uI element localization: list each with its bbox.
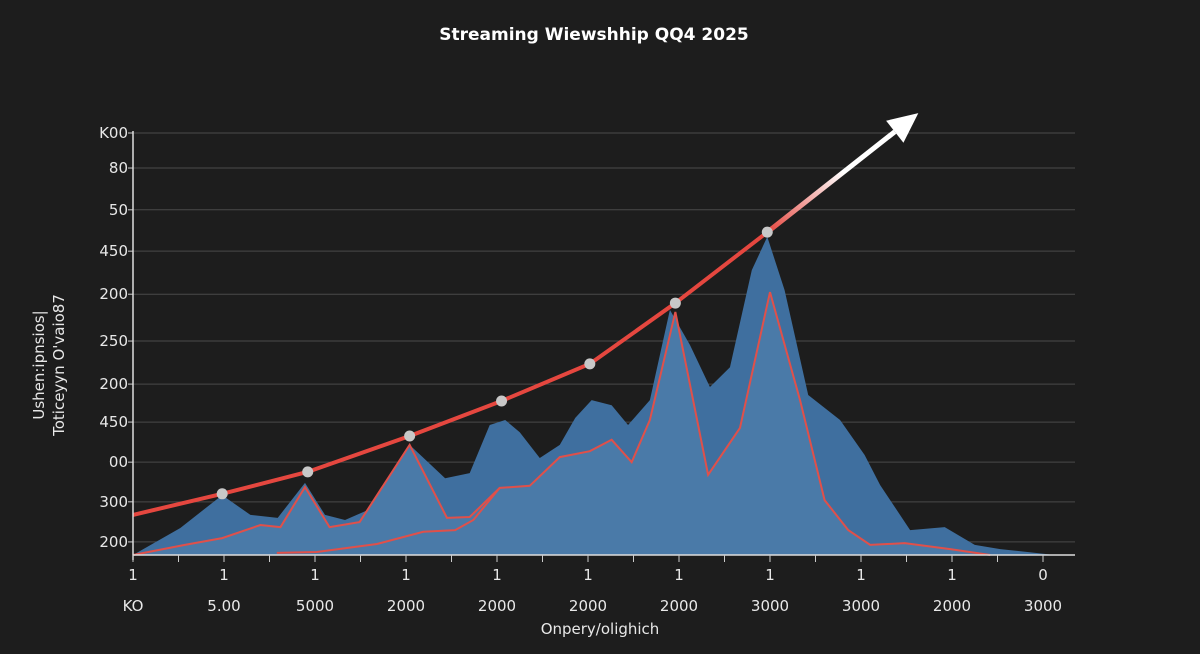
- area-series-inner: [133, 292, 991, 555]
- trend-marker: [216, 488, 228, 500]
- x-tick-label: KO: [123, 597, 144, 615]
- trend-marker: [302, 466, 314, 478]
- x-minor-tick-label: 1: [219, 566, 229, 584]
- x-minor-tick-label: 1: [765, 566, 775, 584]
- x-minor-tick-label: 1: [674, 566, 684, 584]
- x-tick-label: 2000: [387, 597, 425, 615]
- x-minor-tick-label: 1: [128, 566, 138, 584]
- trend-line: [132, 230, 769, 517]
- x-minor-tick-label: 1: [583, 566, 593, 584]
- y-tick-label: 00: [109, 453, 128, 471]
- y-tick-label: 80: [109, 159, 128, 177]
- x-minor-tick-label: 1: [310, 566, 320, 584]
- x-tick-label: 3000: [1024, 597, 1062, 615]
- y-tick-label: 200: [99, 533, 128, 551]
- area-series-line: [132, 291, 991, 556]
- x-tick-label: 5000: [296, 597, 334, 615]
- x-tick-label: 2000: [933, 597, 971, 615]
- y-tick-label: 450: [99, 242, 128, 260]
- trend-marker: [496, 395, 508, 407]
- line-series: [276, 487, 501, 554]
- axes: K008050450200250200450003002001KO15.0015…: [99, 124, 1075, 615]
- x-tick-label: 3000: [842, 597, 880, 615]
- y-tick-label: 250: [99, 332, 128, 350]
- x-tick-label: 3000: [751, 597, 789, 615]
- x-axis-label: Onpery/olighich: [541, 620, 660, 638]
- x-tick-label: 2000: [478, 597, 516, 615]
- y-tick-label: 200: [99, 285, 128, 303]
- x-minor-tick-label: 1: [947, 566, 957, 584]
- y-tick-label: 300: [99, 493, 128, 511]
- x-minor-tick-label: 0: [1038, 566, 1048, 584]
- x-minor-tick-label: 1: [856, 566, 866, 584]
- y-tick-label: 450: [99, 413, 128, 431]
- x-tick-label: 5.00: [207, 597, 240, 615]
- trend-arrow-head-icon: [886, 113, 919, 143]
- trend-marker: [761, 226, 773, 238]
- y-axis-label-line2: Toticeyyn O'vaio87: [50, 294, 68, 437]
- area-series-outer: [133, 236, 1055, 555]
- y-tick-label: K00: [99, 124, 128, 142]
- trend-marker: [584, 358, 596, 370]
- y-axis-label-line1: Ushen:ipnsios|: [30, 310, 48, 419]
- chart-title: Streaming Wiewshhip QQ4 2025: [439, 25, 749, 45]
- trend-arrow-shaft: [765, 129, 897, 235]
- x-tick-label: 2000: [569, 597, 607, 615]
- plot-area: [132, 113, 1055, 556]
- x-tick-label: 2000: [660, 597, 698, 615]
- y-tick-label: 50: [109, 201, 128, 219]
- x-minor-tick-label: 1: [401, 566, 411, 584]
- trend-marker: [404, 430, 416, 442]
- trend-marker: [669, 297, 681, 309]
- y-tick-label: 200: [99, 375, 128, 393]
- x-minor-tick-label: 1: [492, 566, 502, 584]
